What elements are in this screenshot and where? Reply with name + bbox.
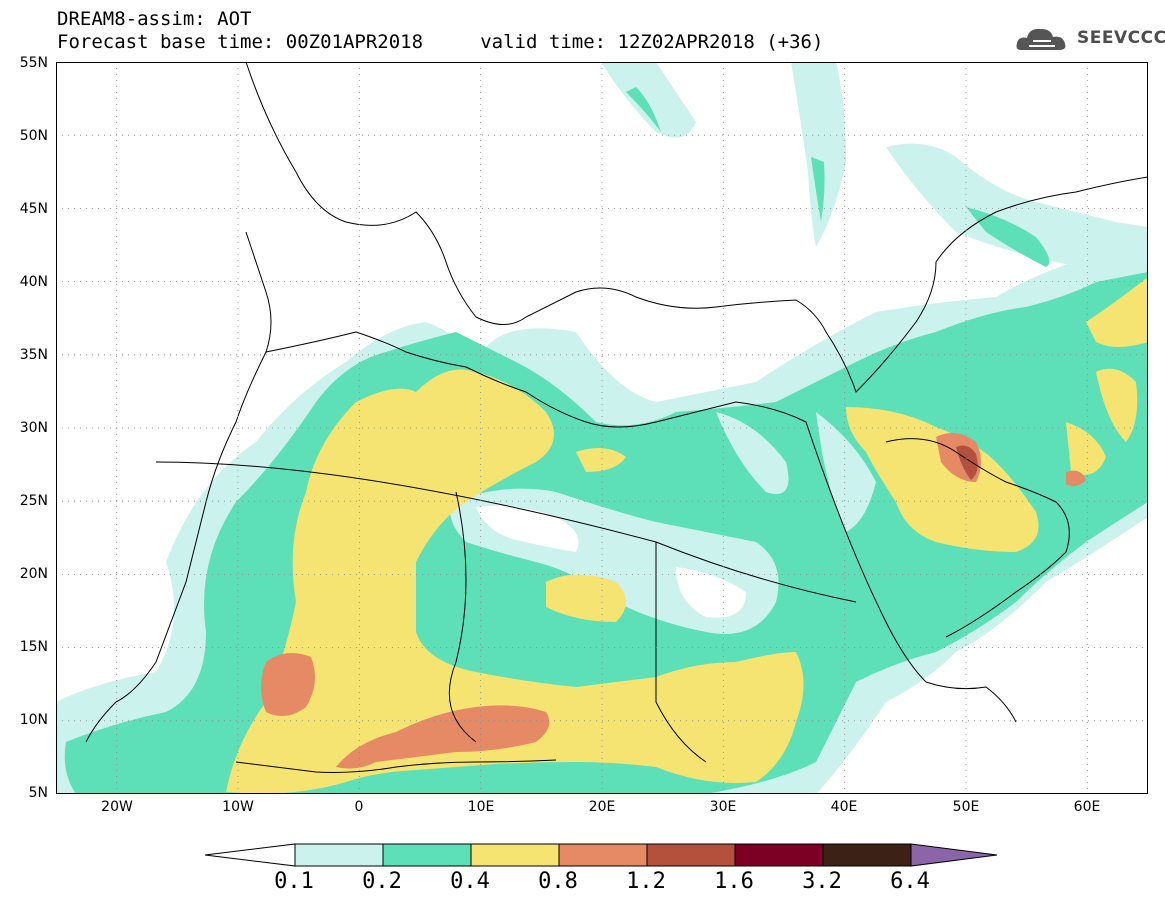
- colorbar-label-0.4: 0.4: [450, 869, 490, 894]
- colorbar-label-3.2: 3.2: [802, 869, 842, 894]
- colorbar-bin-0.4: [470, 843, 560, 867]
- seevccc-logo: SEEVCCC: [1015, 20, 1165, 56]
- lat-label-45n: 45N: [19, 201, 48, 217]
- lon-label-20e: 20E: [588, 799, 616, 815]
- lon-label-60e: 60E: [1073, 799, 1101, 815]
- lon-label-50e: 50E: [952, 799, 980, 815]
- lat-label-10n: 10N: [19, 712, 48, 728]
- lat-label-35n: 35N: [19, 347, 48, 363]
- colorbar-label-6.4: 6.4: [890, 869, 930, 894]
- aot-clear-areas: [450, 412, 876, 634]
- colorbar-under-arrow: [205, 843, 296, 867]
- chart-title: DREAM8-assim: AOT: [57, 8, 252, 30]
- lon-label-0: 0: [354, 799, 364, 815]
- colorbar-bin-1.6: [734, 843, 824, 867]
- lon-label-30e: 30E: [709, 799, 737, 815]
- lat-label-15n: 15N: [19, 639, 48, 655]
- forecast-time-line: Forecast base time: 00Z01APR2018 valid t…: [57, 31, 824, 53]
- lat-label-5n: 5N: [28, 785, 48, 801]
- lat-label-25n: 25N: [19, 493, 48, 509]
- lat-label-55n: 55N: [19, 55, 48, 71]
- colorbar-over-arrow: [910, 843, 998, 867]
- aot-band-0.4: [226, 277, 1148, 794]
- colorbar-bin-0.1: [294, 843, 384, 867]
- colorbar-label-0.1: 0.1: [274, 869, 314, 894]
- lon-label-20w: 20W: [101, 799, 133, 815]
- lat-label-30n: 30N: [19, 420, 48, 436]
- aot-band-1.2: [956, 445, 978, 480]
- colorbar-bin-0.8: [558, 843, 648, 867]
- gridlines: [56, 62, 1148, 794]
- map-frame: [56, 62, 1148, 794]
- lon-label-40e: 40E: [830, 799, 858, 815]
- coastlines: [85, 62, 1148, 773]
- colorbar-label-1.2: 1.2: [626, 869, 666, 894]
- colorbar-label-0.2: 0.2: [362, 869, 402, 894]
- colorbar-bin-1.2: [646, 843, 736, 867]
- lon-label-10e: 10E: [467, 799, 495, 815]
- colorbar-bin-0.2: [382, 843, 472, 867]
- lat-label-50n: 50N: [19, 128, 48, 144]
- colorbar: [205, 843, 998, 867]
- colorbar-label-1.6: 1.6: [714, 869, 754, 894]
- colorbar-label-0.8: 0.8: [538, 869, 578, 894]
- lat-label-40n: 40N: [19, 274, 48, 290]
- colorbar-bin-3.2: [822, 843, 912, 867]
- logo-text: SEEVCCC: [1077, 28, 1165, 48]
- lat-label-20n: 20N: [19, 566, 48, 582]
- lon-label-10w: 10W: [222, 799, 254, 815]
- aot-map: [56, 62, 1148, 794]
- cloud-logo-icon: [1016, 28, 1066, 50]
